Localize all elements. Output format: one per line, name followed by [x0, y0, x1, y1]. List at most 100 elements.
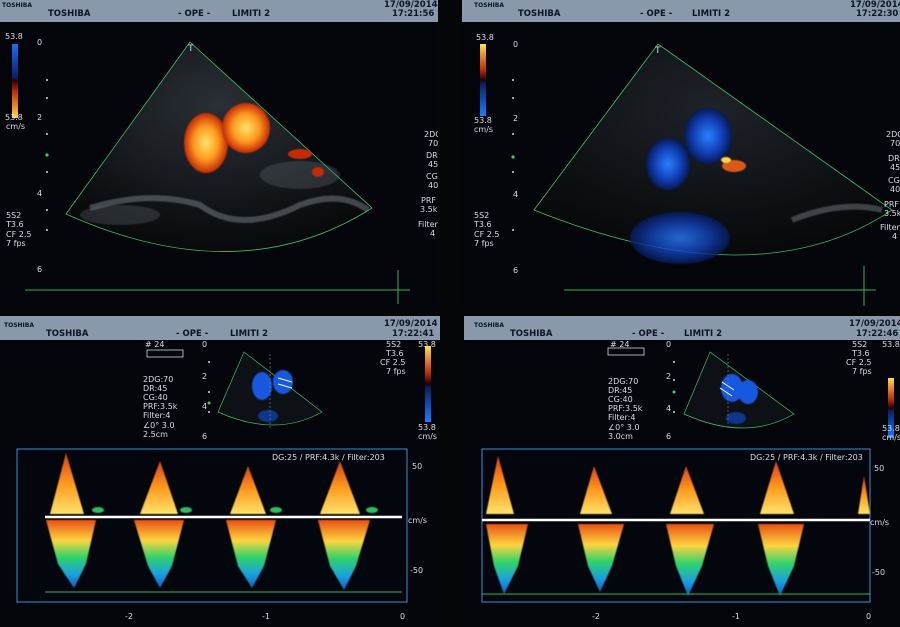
param: DR [426, 151, 438, 160]
time-label: 17:22:41 [392, 329, 435, 339]
param: 7 fps [474, 239, 494, 248]
doppler-waveform [46, 453, 378, 590]
brand-logo-small: TOSHIBA [4, 322, 34, 329]
param: 4 [892, 232, 898, 241]
header-bar [464, 316, 900, 340]
param: 5S2 [386, 340, 402, 349]
param: Filter [880, 223, 900, 232]
param: 40 [428, 181, 438, 190]
param: CG [888, 176, 900, 185]
mode-label: - OPE - [640, 9, 673, 19]
date-label: 17/09/2014 [384, 0, 438, 10]
param: 70 [890, 139, 900, 148]
param: CG:40 [143, 393, 168, 402]
velocity-scale-bar [480, 44, 486, 116]
velocity-scale-bar [12, 44, 18, 118]
scale-unit: cm/s [418, 432, 438, 441]
depth-tick: 6 [37, 265, 43, 274]
time-tick: 0 [400, 612, 406, 621]
param: 3.5k [884, 209, 900, 218]
param: 3.0cm [608, 432, 633, 441]
param: 5S2 [474, 211, 490, 220]
param: 2.5cm [143, 430, 168, 439]
panel-top-right-color-doppler: TOSHIBA TOSHIBA - OPE - LIMITI 2 17/09/2… [462, 0, 900, 310]
preset-label: LIMITI 2 [692, 9, 731, 19]
depth-tick: 2 [513, 114, 519, 123]
brand-label: TOSHIBA [510, 329, 553, 339]
preset-label: LIMITI 2 [232, 9, 271, 19]
time-label: 17:22:30 [856, 9, 899, 19]
time-label: 17:21:56 [392, 9, 435, 19]
doppler-waveform [486, 456, 870, 596]
param: DR:45 [143, 384, 168, 393]
scale-min: 53.8 [418, 423, 436, 432]
param: 5S2 [6, 211, 22, 220]
svg-text:T: T [654, 46, 661, 56]
scale-max: 53.8 [882, 340, 900, 349]
ultrasound-image [481, 347, 894, 603]
scale-max: 53.8 [418, 340, 436, 349]
frame-label: # 24 [145, 340, 165, 349]
ultrasound-image: T [480, 43, 893, 306]
param: T3.6 [6, 220, 24, 229]
depth-tick: 0 [666, 340, 672, 349]
time-tick: -2 [125, 612, 133, 621]
gate-indicator [607, 347, 645, 356]
param: 2DG [886, 130, 900, 139]
param: ∠0° 3.0 [143, 421, 175, 430]
brand-label: TOSHIBA [48, 9, 91, 19]
velocity-scale-bar [888, 378, 894, 438]
panel-bottom-left-pw-doppler: TOSHIBA TOSHIBA - OPE - LIMITI 2 17/09/2… [0, 316, 440, 627]
param: CG [426, 172, 438, 181]
param: PRF [884, 200, 899, 209]
depth-tick: 6 [666, 432, 672, 441]
param: Filter [418, 220, 438, 229]
param: CF 2.5 [474, 230, 500, 239]
doppler-settings: DG:25 / PRF:4.3k / Filter:203 [750, 453, 863, 462]
param: 2DG:70 [143, 375, 174, 384]
param: 7 fps [386, 367, 406, 376]
param: 2DG [424, 130, 438, 139]
time-tick: -1 [732, 612, 740, 621]
date-label: 17/09/2014 [384, 319, 438, 329]
param: ∠0° 3.0 [608, 423, 640, 432]
date-label: 17/09/2014 [850, 0, 900, 10]
scale-max: 53.8 [476, 33, 494, 42]
param: PRF [421, 196, 436, 205]
param: CF 2.5 [380, 358, 406, 367]
preset-label: LIMITI 2 [684, 329, 723, 339]
svg-text:T: T [187, 44, 194, 54]
time-tick: 0 [866, 612, 872, 621]
scale-min: 53.8 [882, 424, 900, 433]
mode-label: - OPE - [632, 329, 665, 339]
param: 45 [428, 160, 438, 169]
param: 7 fps [6, 239, 26, 248]
param: CG:40 [608, 395, 633, 404]
scale-unit: cm/s [6, 122, 26, 131]
brand-logo-small: TOSHIBA [2, 2, 32, 9]
scale-min: 53.8 [474, 116, 492, 125]
param: 7 fps [852, 367, 872, 376]
mode-label: - OPE - [178, 9, 211, 19]
brand-logo-small: TOSHIBA [474, 2, 504, 9]
param: Filter:4 [143, 411, 171, 420]
date-label: 17/09/2014 [849, 319, 900, 329]
param: 4 [430, 229, 436, 238]
brand-logo-small: TOSHIBA [474, 322, 504, 329]
scale-min: 53.8 [5, 113, 23, 122]
depth-tick: 2 [37, 113, 43, 122]
depth-tick: 2 [666, 372, 672, 381]
param: 2DG:70 [608, 377, 639, 386]
color-flow-jet [184, 113, 228, 173]
preset-label: LIMITI 2 [230, 329, 269, 339]
param: PRF:3.5k [143, 402, 178, 411]
time-label: 17:22:46 [856, 329, 899, 339]
param: DR [888, 154, 900, 163]
depth-tick: 6 [513, 266, 519, 275]
param: T3.6 [386, 349, 404, 358]
velocity-scale-bar [425, 346, 431, 422]
param: CF 2.5 [6, 230, 32, 239]
param: 70 [428, 139, 438, 148]
depth-tick: 4 [37, 189, 43, 198]
panel-top-left-color-doppler: TOSHIBA TOSHIBA - OPE - LIMITI 2 17/09/2… [0, 0, 438, 310]
